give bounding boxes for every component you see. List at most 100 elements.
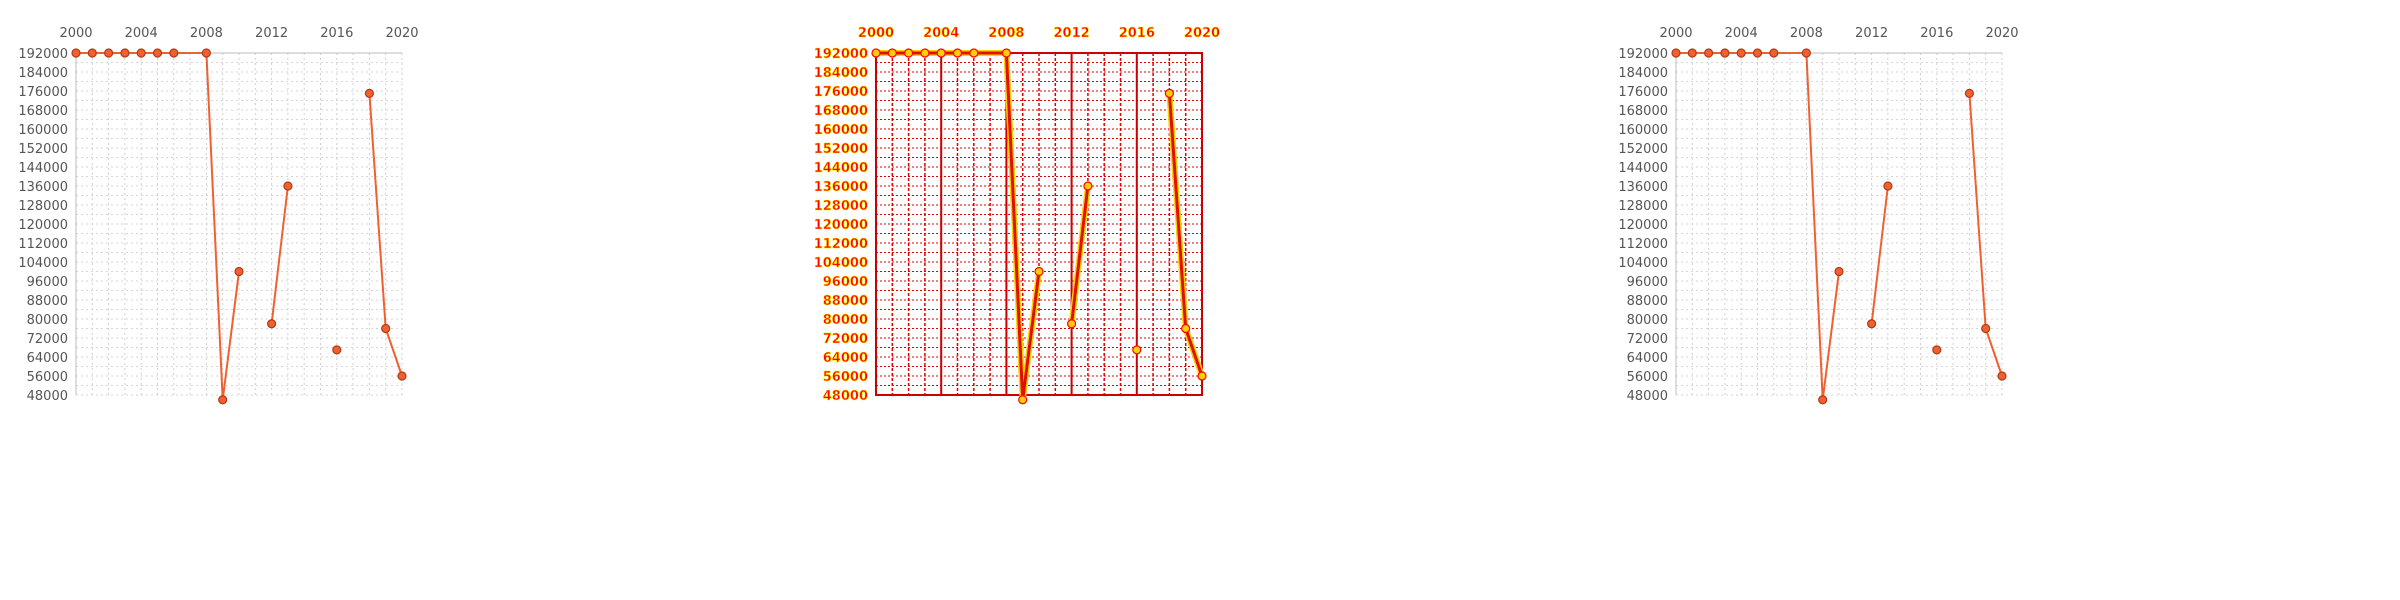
data-point	[887, 48, 897, 58]
y-tick-label: 128000	[1618, 199, 1668, 214]
data-point	[381, 323, 391, 334]
y-tick-label: 56000	[1627, 370, 1668, 385]
series-line	[1870, 185, 1889, 324]
data-point	[1981, 323, 1991, 334]
data-point	[1883, 181, 1893, 191]
data-point	[1671, 48, 1681, 58]
data-point	[169, 48, 179, 58]
y-tick-label: 72000	[27, 332, 68, 347]
x-tick-label: 2004	[923, 26, 959, 41]
y-tick-label: 56000	[27, 370, 68, 385]
y-tick-label: 88000	[27, 294, 68, 309]
y-tick-label: 144000	[1618, 161, 1668, 176]
y-tick-label: 168000	[18, 104, 68, 119]
data-point	[1720, 48, 1730, 58]
x-tick-label: 2008	[1790, 26, 1823, 41]
y-tick-label: 96000	[27, 275, 68, 290]
data-point	[920, 48, 930, 58]
data-point	[1083, 181, 1093, 191]
data-point	[871, 48, 881, 58]
data-point	[1769, 48, 1779, 58]
data-point	[234, 266, 244, 277]
line-chart-left: 2000 2004 2008 2012 2016 2020 192000 184000 1760…	[18, 26, 419, 405]
data-point	[969, 48, 979, 58]
y-tick-label: 144000	[814, 161, 868, 176]
data-point	[1687, 48, 1697, 58]
data-point	[1197, 371, 1207, 381]
y-tick-label: 104000	[814, 256, 868, 271]
data-point	[1997, 371, 2007, 381]
y-tick-label: 56000	[823, 370, 868, 385]
y-tick-label: 112000	[18, 237, 68, 252]
series-line	[76, 52, 240, 401]
data-point	[1034, 266, 1044, 277]
data-point	[1181, 323, 1191, 334]
data-point	[1834, 266, 1844, 277]
data-point	[87, 48, 97, 58]
series-line	[1070, 185, 1090, 324]
data-point	[103, 48, 114, 58]
data-point	[1164, 88, 1174, 98]
data-point	[1001, 48, 1011, 58]
data-point	[1932, 345, 1942, 355]
y-tick-label: 112000	[1618, 237, 1668, 252]
y-tick-label: 152000	[18, 142, 68, 157]
y-tick-label: 64000	[823, 351, 868, 366]
y-tick-label: 80000	[27, 313, 68, 328]
y-tick-label: 160000	[18, 123, 68, 138]
y-tick-label: 64000	[27, 351, 68, 366]
data-point	[283, 181, 293, 191]
y-tick-label: 104000	[18, 256, 68, 271]
y-tick-label: 88000	[823, 294, 868, 309]
y-tick-label: 72000	[823, 332, 868, 347]
y-tick-label: 80000	[823, 313, 868, 328]
data-point	[218, 395, 228, 405]
x-tick-label: 2012	[1054, 26, 1090, 41]
data-point	[1818, 395, 1828, 405]
y-tick-label: 96000	[1627, 275, 1668, 290]
x-tick-label: 2008	[988, 26, 1024, 41]
data-point	[1067, 319, 1077, 329]
y-tick-label: 128000	[814, 199, 868, 214]
y-tick-label: 88000	[1627, 294, 1668, 309]
y-tick-label: 192000	[18, 47, 68, 62]
data-point	[1703, 48, 1714, 58]
y-tick-label: 104000	[1618, 256, 1668, 271]
y-tick-label: 120000	[1618, 218, 1668, 233]
data-point	[267, 319, 277, 329]
x-tick-label: 2004	[125, 26, 158, 41]
x-tick-label: 2000	[1659, 26, 1692, 41]
data-point	[397, 371, 407, 381]
y-tick-label: 136000	[1618, 180, 1668, 195]
y-tick-label: 184000	[814, 66, 868, 81]
x-tick-label: 2008	[190, 26, 223, 41]
data-point	[1867, 319, 1877, 329]
y-tick-label: 80000	[1627, 313, 1668, 328]
data-point	[903, 48, 914, 58]
x-tick-label: 2012	[1855, 26, 1888, 41]
x-tick-label: 2016	[1119, 26, 1155, 41]
data-point	[1736, 48, 1746, 58]
series-line	[1676, 52, 1840, 401]
data-point	[201, 48, 211, 58]
y-tick-label: 176000	[18, 85, 68, 100]
x-tick-label: 2020	[1184, 26, 1220, 41]
line-chart-middle: 2000 2004 2008 2012 2016 2020 192000 184000 1760…	[813, 26, 1220, 405]
y-tick-label: 112000	[814, 237, 868, 252]
x-tick-label: 2016	[1920, 26, 1953, 41]
data-point	[1801, 48, 1811, 58]
y-tick-label: 192000	[814, 47, 868, 62]
y-tick-label: 136000	[814, 180, 868, 195]
data-point	[936, 48, 946, 58]
x-tick-label: 2004	[1725, 26, 1758, 41]
y-tick-label: 96000	[823, 275, 868, 290]
series-line	[270, 185, 289, 324]
y-tick-label: 48000	[823, 389, 868, 404]
data-point	[1018, 395, 1028, 405]
y-tick-label: 160000	[1618, 123, 1668, 138]
x-tick-label: 2000	[858, 26, 894, 41]
y-tick-label: 48000	[1627, 389, 1668, 404]
y-tick-label: 168000	[814, 104, 868, 119]
y-tick-label: 120000	[814, 218, 868, 233]
data-point	[71, 48, 81, 58]
